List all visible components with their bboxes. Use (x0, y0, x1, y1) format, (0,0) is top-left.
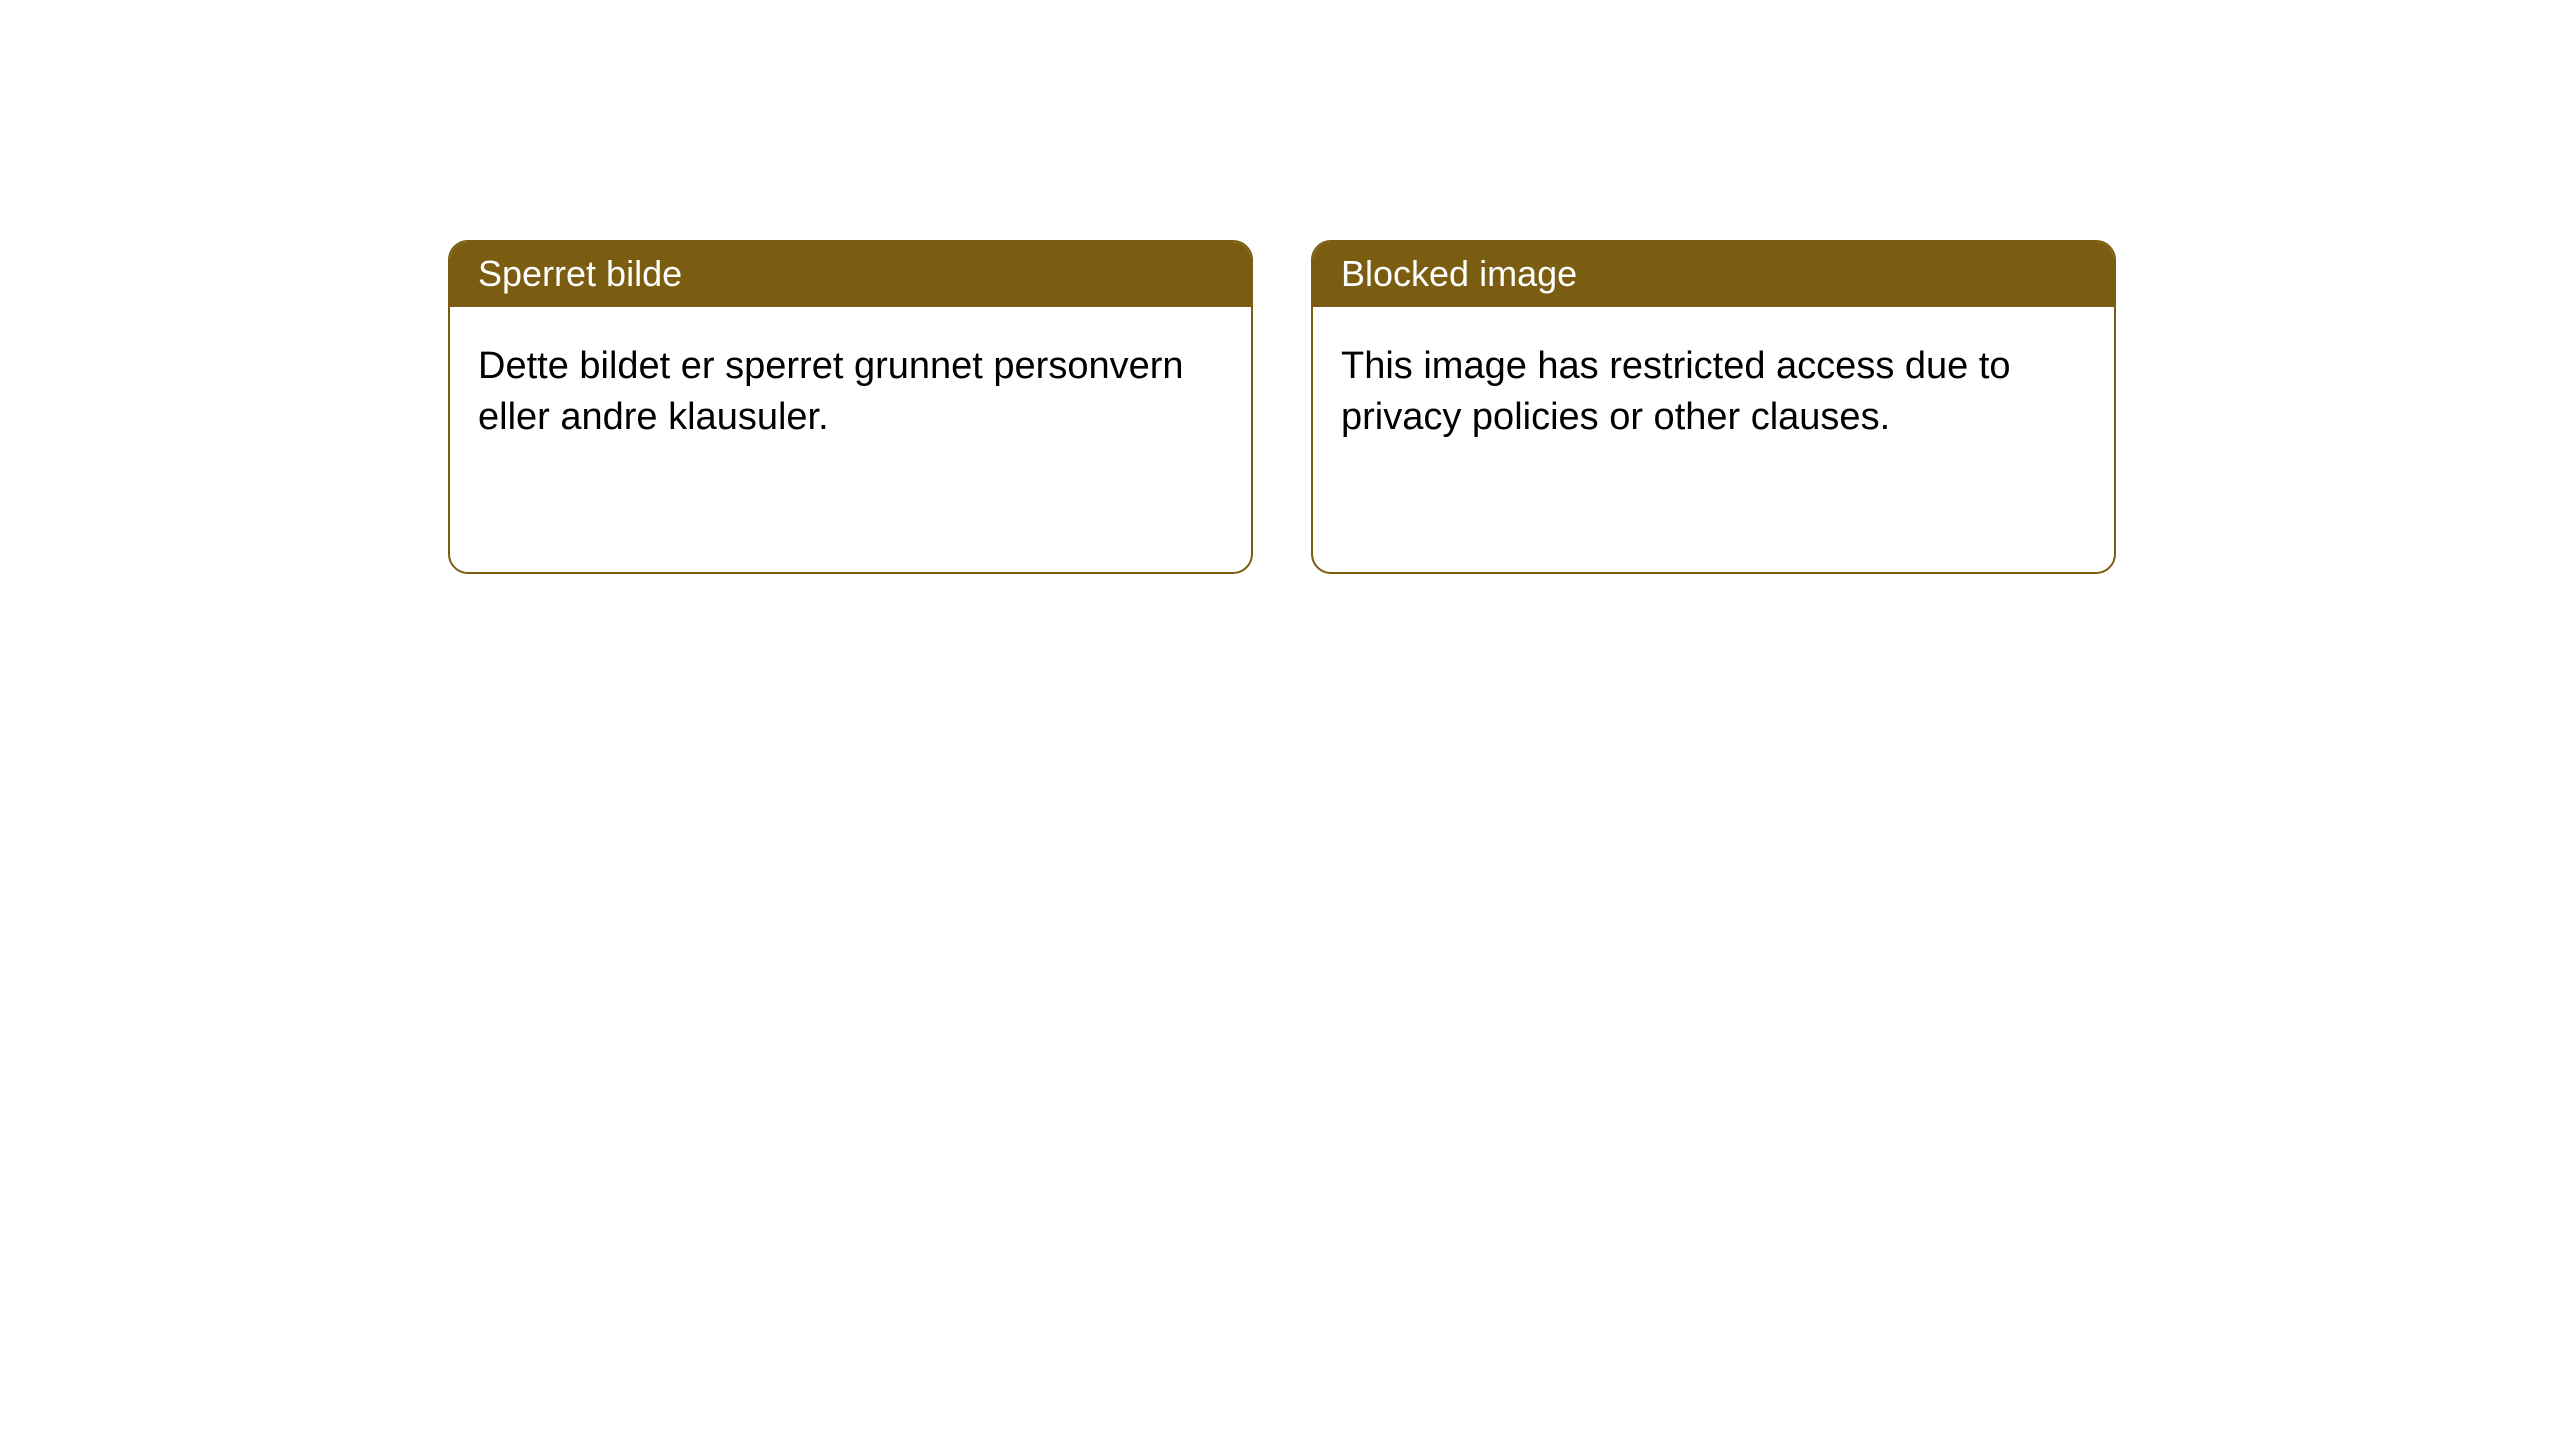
notice-title: Sperret bilde (450, 242, 1251, 307)
notice-body: Dette bildet er sperret grunnet personve… (450, 307, 1251, 477)
notice-title: Blocked image (1313, 242, 2114, 307)
notice-card-english: Blocked image This image has restricted … (1311, 240, 2116, 574)
notice-container: Sperret bilde Dette bildet er sperret gr… (0, 0, 2560, 574)
notice-body: This image has restricted access due to … (1313, 307, 2114, 477)
notice-card-norwegian: Sperret bilde Dette bildet er sperret gr… (448, 240, 1253, 574)
